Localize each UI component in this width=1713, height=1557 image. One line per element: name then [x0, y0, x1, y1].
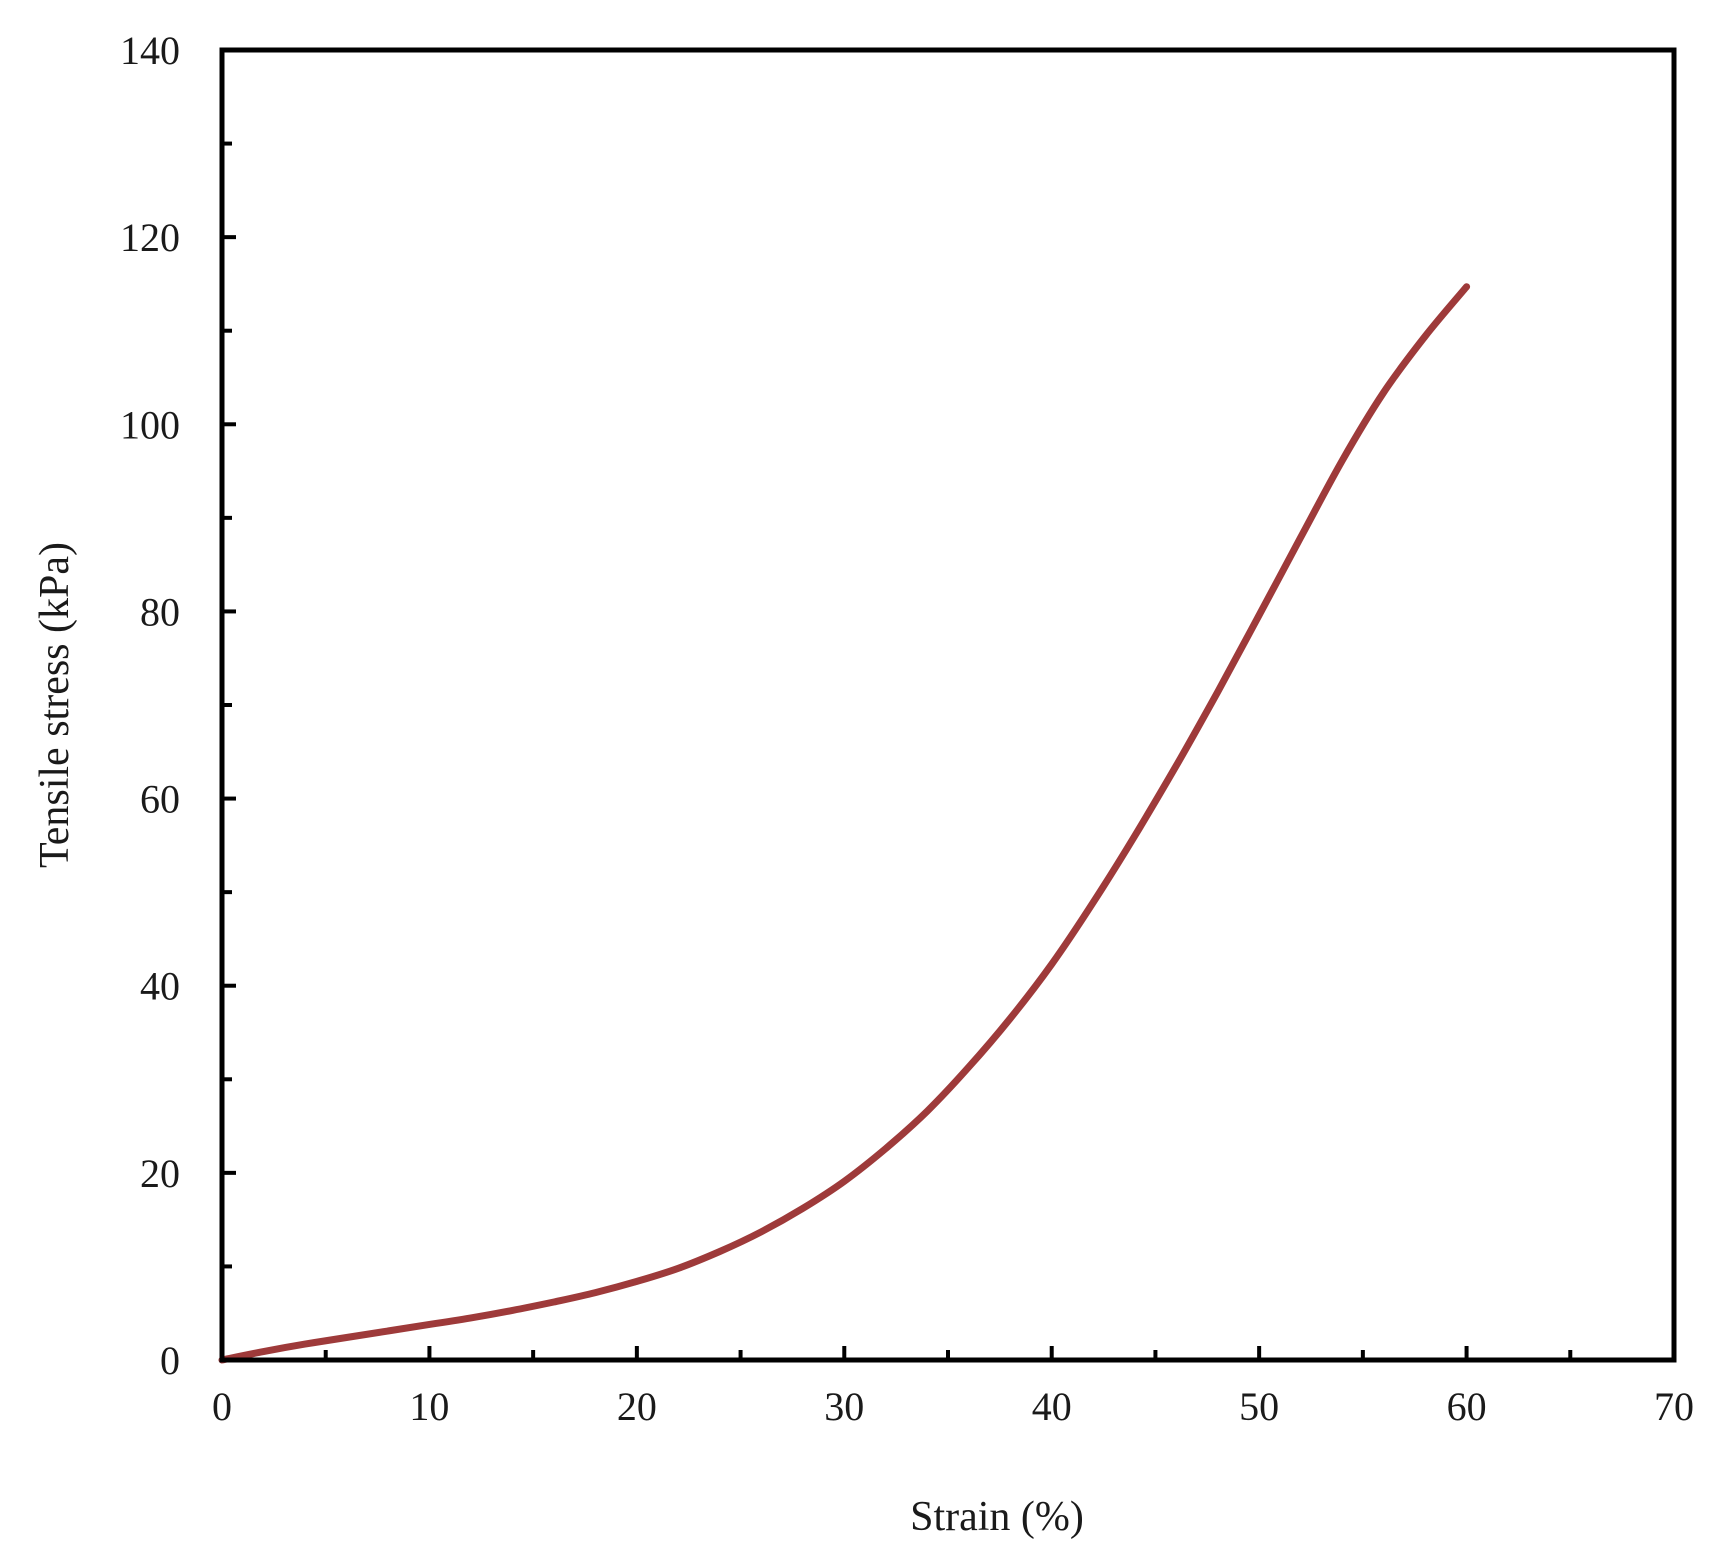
- series-layer: [218, 283, 1471, 1364]
- stress-strain-curve: [218, 283, 1471, 1364]
- x-tick-label: 60: [1447, 1384, 1487, 1429]
- x-tick-label: 50: [1239, 1384, 1279, 1429]
- y-tick-label: 100: [120, 402, 180, 447]
- y-axis-title: Tensile stress (kPa): [32, 542, 78, 868]
- x-tick-label: 10: [409, 1384, 449, 1429]
- y-tick-label: 60: [140, 777, 180, 822]
- x-tick-label: 70: [1654, 1384, 1694, 1429]
- y-tick-label: 80: [140, 589, 180, 634]
- x-axis-title: Strain (%): [910, 1494, 1084, 1540]
- y-axis-ticks: 0 20 40 60 80 100 120 140: [120, 28, 236, 1383]
- y-tick-label: 40: [140, 964, 180, 1009]
- plot-frame: [219, 47, 1677, 1363]
- x-tick-label: 20: [617, 1384, 657, 1429]
- y-tick-label: 0: [160, 1338, 180, 1383]
- x-tick-label: 30: [824, 1384, 864, 1429]
- x-tick-label: 40: [1032, 1384, 1072, 1429]
- y-tick-label: 120: [120, 215, 180, 260]
- y-tick-label: 140: [120, 28, 180, 73]
- x-tick-label: 0: [212, 1384, 232, 1429]
- y-tick-label: 20: [140, 1151, 180, 1196]
